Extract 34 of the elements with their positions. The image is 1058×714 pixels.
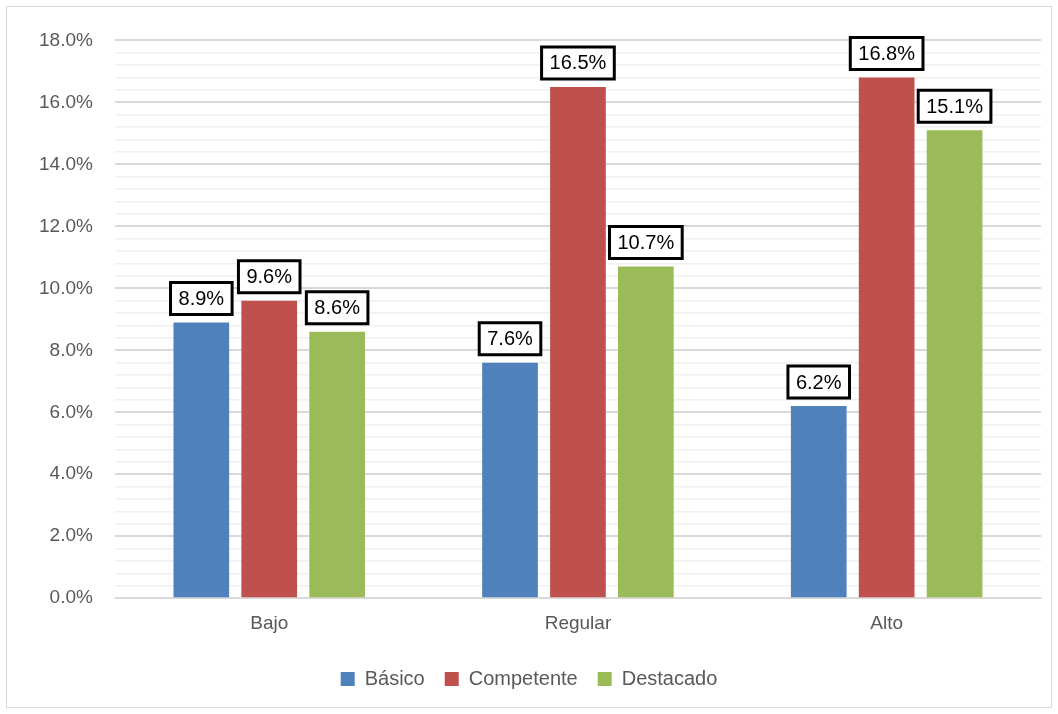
bar [926,130,983,598]
bar [550,86,606,598]
bar [309,331,365,598]
y-tick-label: 0.0% [49,586,93,608]
x-tick-label: Regular [544,611,612,633]
bar [241,300,298,598]
bar [790,406,847,598]
x-tick-label: Alto [870,611,904,633]
bar [173,322,230,598]
legend-label: Competente [468,666,578,689]
data-label: 15.1% [926,94,984,117]
bar [858,77,915,598]
y-tick-label: 18.0% [39,28,93,50]
y-tick-label: 4.0% [49,462,93,484]
y-tick-label: 6.0% [49,400,93,422]
data-label: 16.5% [549,51,607,74]
y-tick-label: 8.0% [49,338,93,360]
x-tick-label: Bajo [250,611,289,633]
data-label: 8.9% [178,286,225,309]
data-label: 16.8% [858,42,916,65]
data-label: 6.2% [795,370,842,393]
data-label: 7.6% [487,327,534,350]
y-tick-label: 2.0% [49,524,93,546]
y-tick-label: 12.0% [39,214,93,236]
y-tick-label: 16.0% [39,90,93,112]
data-label: 9.6% [246,265,293,288]
data-label: 8.6% [314,296,361,319]
data-label: 10.7% [617,231,675,254]
y-tick-label: 10.0% [39,276,93,298]
y-tick-label: 14.0% [39,152,93,174]
bar [618,266,674,598]
legend-label: Destacado [621,666,718,689]
legend-label: Básico [364,666,425,689]
bar [482,362,538,598]
